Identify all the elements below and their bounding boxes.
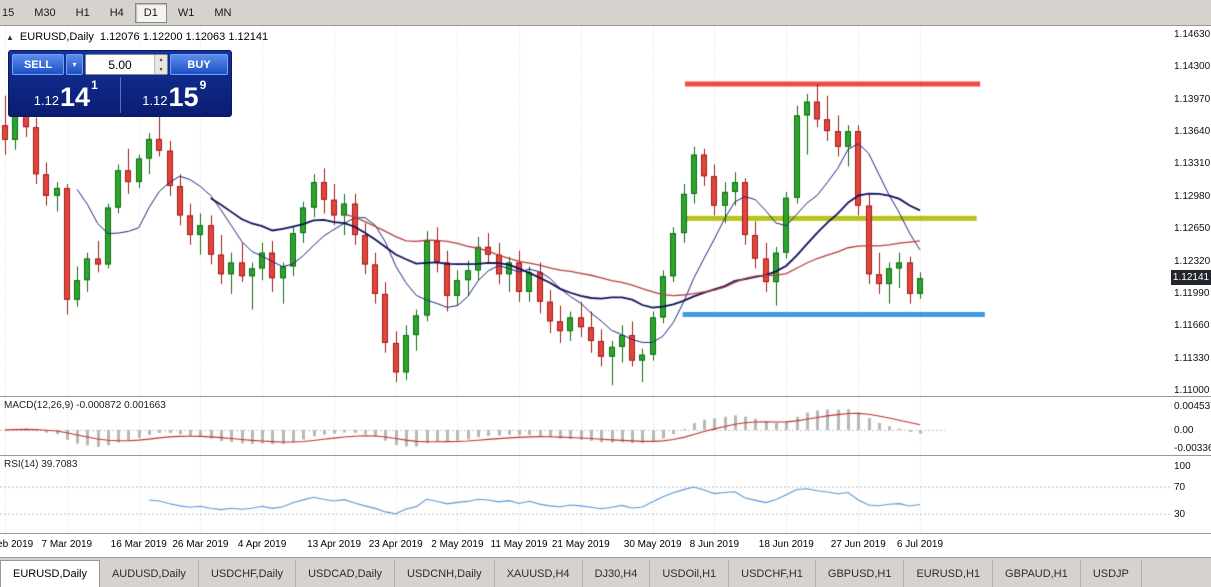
chart-tab-eurusd-daily[interactable]: EURUSD,Daily xyxy=(0,560,100,587)
price-axis-label: 1.11990 xyxy=(1174,287,1210,299)
sell-button[interactable]: SELL xyxy=(12,54,64,75)
volume-input[interactable] xyxy=(86,55,154,74)
rsi-axis: 100 70 30 xyxy=(1171,456,1211,533)
chart-tab-usdcnh-daily[interactable]: USDCNH,Daily xyxy=(395,560,495,587)
macd-panel: MACD(12,26,9) -0.000872 0.001663 0.00453… xyxy=(0,396,1211,456)
sell-price-display[interactable]: 1.12 14 1 xyxy=(12,77,120,113)
chart-tab-audusd-daily[interactable]: AUDUSD,Daily xyxy=(100,560,199,587)
buy-price-big: 15 xyxy=(168,82,199,112)
date-axis-label: 6 Jul 2019 xyxy=(896,539,944,550)
sell-price-big: 14 xyxy=(60,82,91,112)
macd-axis: 0.004537 0.00 -0.003362 xyxy=(1171,397,1211,455)
chart-tab-usdcad-daily[interactable]: USDCAD,Daily xyxy=(296,560,396,587)
macd-canvas[interactable] xyxy=(0,397,1171,456)
rsi-axis-label: 30 xyxy=(1174,508,1186,520)
chart-tab-bar: EURUSD,Daily AUDUSD,Daily USDCHF,Daily USDC… xyxy=(0,557,1211,587)
date-axis-label: 30 May 2019 xyxy=(623,539,682,550)
chart-tab-usdchf-daily[interactable]: USDCHF,Daily xyxy=(199,560,297,587)
timeframe-button-h4[interactable]: H4 xyxy=(109,6,124,19)
date-axis-label: 11 May 2019 xyxy=(490,539,548,550)
current-price-badge: 1.12141 xyxy=(1171,270,1211,286)
timeframe-toolbar: 15 M30 H1 H4 D1 W1 MN xyxy=(0,0,1211,26)
timeframe-button-m30[interactable]: M30 xyxy=(34,6,56,19)
chevron-down-icon: ▾ xyxy=(72,60,77,69)
timeframe-button-w1[interactable]: W1 xyxy=(177,6,195,19)
volume-decrease-button[interactable]: ▾ xyxy=(155,64,167,74)
buy-button[interactable]: BUY xyxy=(170,54,228,75)
timeframe-button-15[interactable]: 15 xyxy=(2,6,15,19)
date-axis: 26 Feb 2019 7 Mar 2019 16 Mar 2019 26 Mar 2… xyxy=(0,533,1211,557)
price-axis-label: 1.12650 xyxy=(1174,223,1211,235)
timeframe-button-d1[interactable]: D1 xyxy=(134,2,167,23)
date-axis-label: 18 Jun 2019 xyxy=(758,539,814,550)
chart-tab-gbpaud-h1[interactable]: GBPAUD,H1 xyxy=(993,560,1081,587)
buy-price-display[interactable]: 1.12 15 9 xyxy=(119,77,229,113)
date-axis-label: 8 Jun 2019 xyxy=(689,539,740,550)
chart-tab-eurusd-h1[interactable]: EURUSD,H1 xyxy=(904,560,994,587)
date-axis-label: 26 Feb 2019 xyxy=(0,539,34,550)
rsi-panel: RSI(14) 39.7083 100 70 30 xyxy=(0,455,1211,534)
date-axis-label: 4 Apr 2019 xyxy=(237,539,287,550)
chart-symbol-title: EURUSD,Daily xyxy=(19,31,94,43)
volume-increase-button[interactable]: ▴ xyxy=(155,55,167,65)
date-axis-label: 16 Mar 2019 xyxy=(110,539,167,550)
macd-axis-label: 0.00 xyxy=(1174,424,1194,436)
sell-price-prefix: 1.12 xyxy=(33,93,60,108)
chart-tab-usdjp[interactable]: USDJP xyxy=(1081,560,1142,587)
macd-label: MACD(12,26,9) -0.000872 0.001663 xyxy=(4,400,166,411)
date-axis-label: 7 Mar 2019 xyxy=(41,539,93,550)
price-axis-label: 1.12980 xyxy=(1174,190,1211,202)
chart-collapse-icon[interactable]: ▲ xyxy=(6,32,14,42)
chart-ohlc-values: 1.12076 1.12200 1.12063 1.12141 xyxy=(99,31,269,43)
price-axis-label: 1.13970 xyxy=(1174,93,1211,105)
price-axis-label: 1.13310 xyxy=(1174,158,1211,170)
rsi-axis-label: 100 xyxy=(1174,461,1191,473)
price-axis-label: 1.14300 xyxy=(1174,61,1211,73)
macd-axis-label: 0.004537 xyxy=(1174,401,1211,413)
timeframe-button-mn[interactable]: MN xyxy=(214,6,232,19)
chart-tab-dj30-h4[interactable]: DJ30,H4 xyxy=(583,560,651,587)
date-axis-label: 23 Apr 2019 xyxy=(368,539,423,550)
price-chart-panel: ▲ EURUSD,Daily 1.12076 1.12200 1.12063 1… xyxy=(0,26,1211,396)
sell-price-sup: 1 xyxy=(91,78,98,92)
volume-stepper: ▴ ▾ xyxy=(154,55,167,74)
date-axis-label: 26 Mar 2019 xyxy=(172,539,229,550)
date-axis-label: 13 Apr 2019 xyxy=(307,539,362,550)
timeframe-button-h1[interactable]: H1 xyxy=(75,6,90,19)
price-axis-label: 1.14630 xyxy=(1174,29,1211,40)
date-axis-label: 27 Jun 2019 xyxy=(830,539,886,550)
rsi-canvas[interactable] xyxy=(0,456,1171,534)
price-axis-label: 1.11000 xyxy=(1174,385,1210,396)
price-axis-label: 1.11660 xyxy=(1174,320,1210,332)
rsi-label: RSI(14) 39.7083 xyxy=(4,459,78,470)
chart-tab-usdoil-h1[interactable]: USDOil,H1 xyxy=(650,560,730,587)
order-options-dropdown[interactable]: ▾ xyxy=(66,54,83,75)
volume-box: ▴ ▾ xyxy=(85,54,168,75)
date-axis-label: 21 May 2019 xyxy=(551,539,610,550)
price-axis-label: 1.13640 xyxy=(1174,126,1211,138)
chart-tab-xauusd-h4[interactable]: XAUUSD,H4 xyxy=(495,560,583,587)
chart-tab-usdchf-h1[interactable]: USDCHF,H1 xyxy=(729,560,816,587)
price-axis: 1.14630 1.14300 1.13970 1.13640 1.13310 1.129… xyxy=(1171,26,1211,396)
rsi-axis-label: 70 xyxy=(1174,481,1186,493)
price-axis-label: 1.12320 xyxy=(1174,255,1211,267)
buy-price-sup: 9 xyxy=(199,78,207,92)
date-axis-label: 2 May 2019 xyxy=(431,539,484,550)
chart-tab-gbpusd-h1[interactable]: GBPUSD,H1 xyxy=(816,560,905,587)
price-axis-label: 1.11330 xyxy=(1174,352,1210,364)
macd-axis-label: -0.003362 xyxy=(1174,442,1211,454)
chart-header: ▲ EURUSD,Daily 1.12076 1.12200 1.12063 1… xyxy=(6,31,268,43)
buy-price-prefix: 1.12 xyxy=(142,93,168,108)
